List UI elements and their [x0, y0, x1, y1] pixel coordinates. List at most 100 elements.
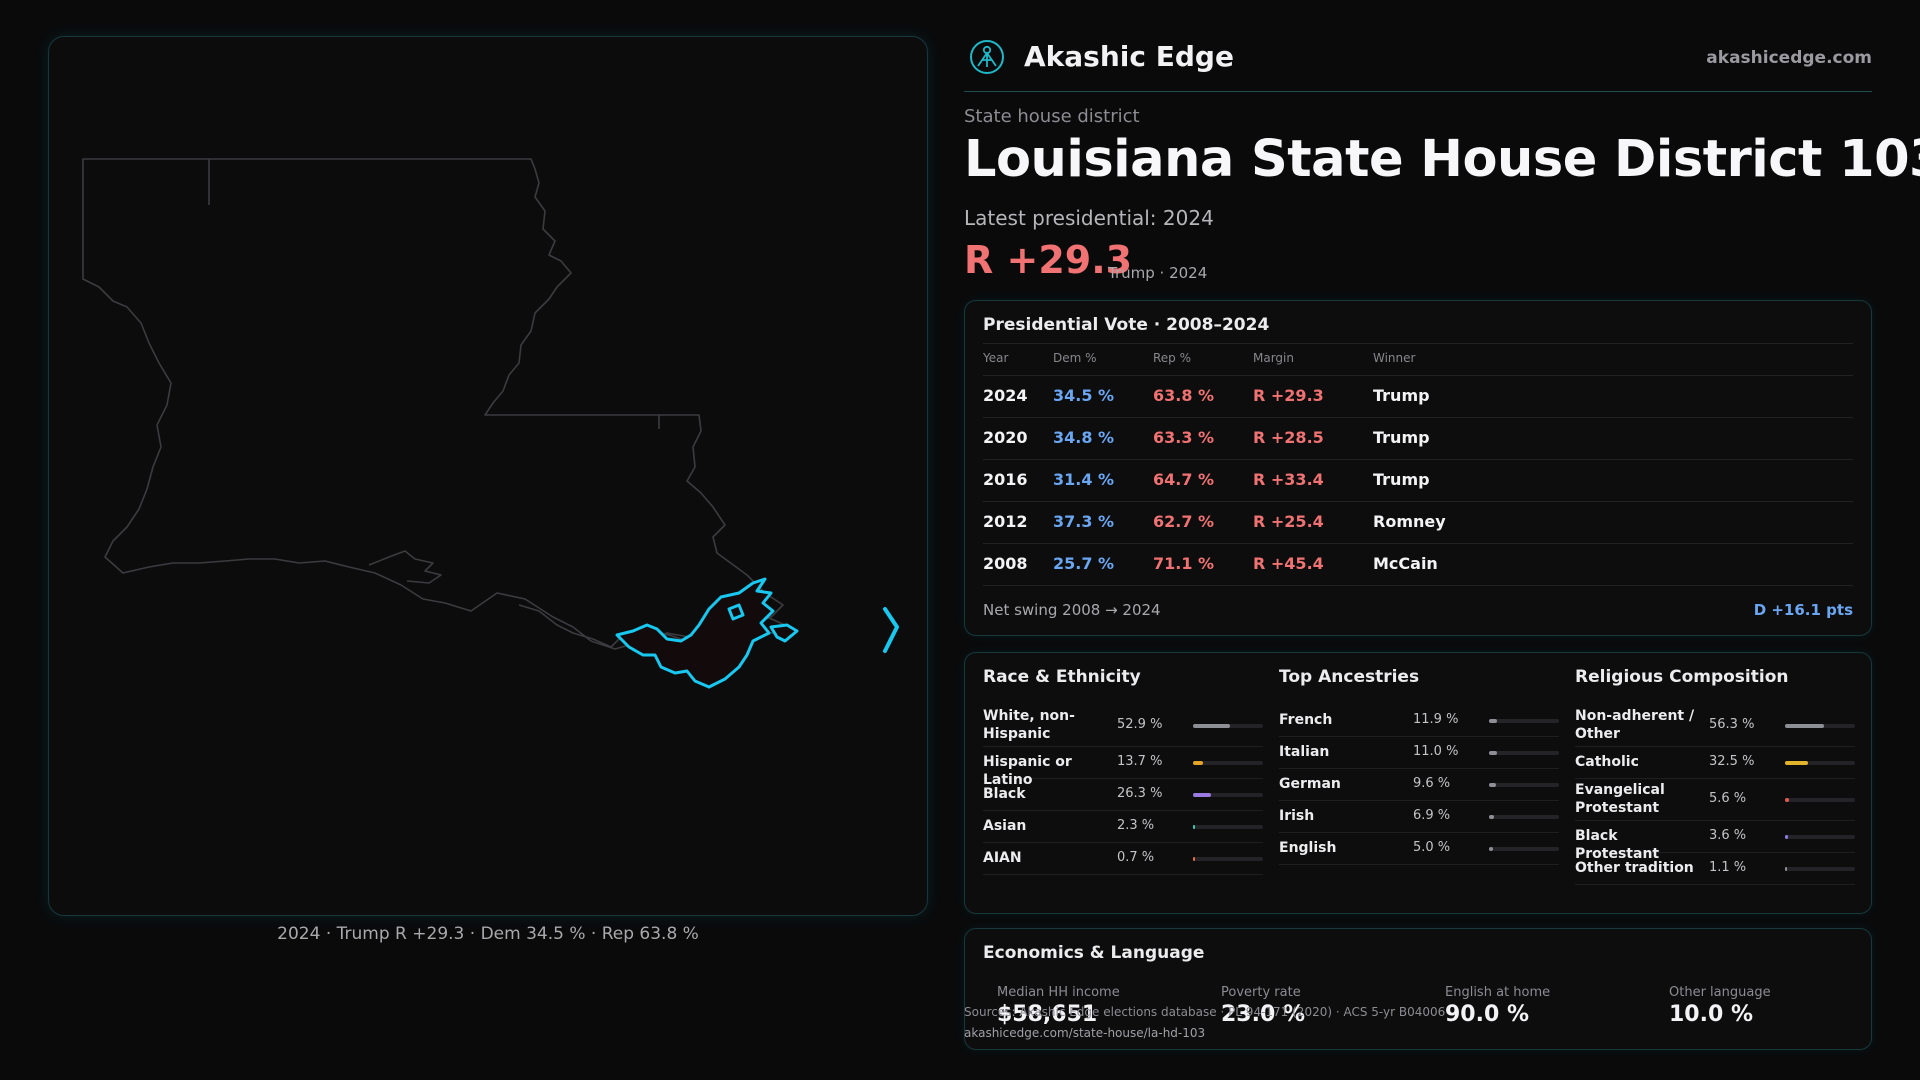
row-value: 13.7 %: [1117, 754, 1163, 769]
row-label: Hispanic or Latino: [983, 754, 1072, 788]
net-swing-label: Net swing 2008 → 2024: [983, 601, 1161, 619]
row-bar-track: [1193, 793, 1263, 797]
brand-name[interactable]: Akashic Edge: [1024, 40, 1234, 73]
net-swing-value: D +16.1 pts: [1753, 601, 1853, 619]
row-value: 3.6 %: [1709, 828, 1747, 843]
row-bar-track: [1489, 815, 1559, 819]
akashic-logo-icon[interactable]: [968, 38, 1006, 76]
row-rep: 63.3 %: [1153, 428, 1215, 447]
site-header: Akashic Edge akashicedge.com: [964, 36, 1872, 92]
row-bar-fill: [1193, 793, 1212, 797]
col-year: Year: [983, 351, 1009, 365]
district-highlight[interactable]: [615, 577, 799, 689]
religion-row: Evangelical Protestant 5.6 %: [1575, 779, 1855, 821]
row-dem: 34.5 %: [1053, 386, 1115, 405]
row-label: German: [1279, 776, 1341, 792]
row-dem: 31.4 %: [1053, 470, 1115, 489]
row-label: Asian: [983, 818, 1027, 834]
district-kind: State house district: [964, 106, 1140, 127]
site-link[interactable]: akashicedge.com: [1706, 48, 1872, 68]
religion-section: Religious Composition Non-adherent / Oth…: [1575, 653, 1855, 915]
ancestry-row: Italian 11.0 %: [1279, 737, 1559, 769]
ancestry-row: English 5.0 %: [1279, 833, 1559, 865]
stat-label: Median HH income: [997, 985, 1120, 1000]
row-label: Black Protestant: [1575, 828, 1660, 862]
latest-presidential-label: Latest presidential: 2024: [964, 206, 1214, 230]
religion-title: Religious Composition: [1575, 667, 1789, 687]
col-margin: Margin: [1253, 351, 1294, 365]
state-map[interactable]: [49, 37, 929, 917]
row-bar-fill: [1489, 847, 1493, 851]
row-value: 5.0 %: [1413, 840, 1451, 855]
row-value: 6.9 %: [1413, 808, 1451, 823]
religion-row: Non-adherent / Other 56.3 %: [1575, 705, 1855, 747]
row-year: 2020: [983, 428, 1028, 447]
race-row: Hispanic or Latino 13.7 %: [983, 747, 1263, 788]
row-winner: Trump: [1373, 386, 1430, 405]
row-bar-track: [1489, 847, 1559, 851]
row-margin: R +45.4: [1253, 554, 1324, 573]
stat-label: Other language: [1669, 985, 1771, 1000]
table-row: 2016 31.4 % 64.7 % R +33.4 Trump: [983, 459, 1853, 501]
row-year: 2024: [983, 386, 1028, 405]
ancestry-row: French 11.9 %: [1279, 705, 1559, 737]
row-year: 2012: [983, 512, 1028, 531]
stat-value: $58,651: [997, 1002, 1098, 1027]
row-value: 11.9 %: [1413, 712, 1459, 727]
source-url[interactable]: akashicedge.com/state-house/la-hd-103: [964, 1026, 1206, 1040]
row-margin: R +33.4: [1253, 470, 1324, 489]
row-label: White, non-Hispanic: [983, 708, 1075, 742]
row-winner: Romney: [1373, 512, 1446, 531]
row-dem: 37.3 %: [1053, 512, 1115, 531]
row-rep: 63.8 %: [1153, 386, 1215, 405]
row-year: 2016: [983, 470, 1028, 489]
stat-label: English at home: [1445, 985, 1551, 1000]
row-bar-track: [1193, 825, 1263, 829]
row-bar-fill: [1193, 724, 1231, 728]
row-value: 9.6 %: [1413, 776, 1451, 791]
table-row: 2024 34.5 % 63.8 % R +29.3 Trump: [983, 375, 1853, 417]
row-bar-track: [1785, 835, 1855, 839]
stat-other-language: Other language 10.0 %: [1669, 985, 1889, 1027]
stat-value: 10.0 %: [1669, 1002, 1753, 1027]
table-row: 2012 37.3 % 62.7 % R +25.4 Romney: [983, 501, 1853, 543]
row-bar-track: [1193, 857, 1263, 861]
race-row: White, non-Hispanic 52.9 %: [983, 705, 1263, 747]
col-dem: Dem %: [1053, 351, 1097, 365]
latest-margin-sub: Trump · 2024: [1108, 264, 1208, 282]
row-label: AIAN: [983, 850, 1022, 866]
map-panel[interactable]: [48, 36, 928, 916]
stat-value: 90.0 %: [1445, 1002, 1529, 1027]
economics-card: Economics & Language Median HH income $5…: [964, 928, 1872, 1050]
row-winner: Trump: [1373, 470, 1430, 489]
race-row: AIAN 0.7 %: [983, 843, 1263, 875]
stat-label: Poverty rate: [1221, 985, 1301, 1000]
row-bar-track: [1785, 761, 1855, 765]
row-value: 56.3 %: [1709, 717, 1755, 732]
row-bar-fill: [1489, 783, 1496, 787]
row-rep: 64.7 %: [1153, 470, 1215, 489]
state-outline: [82, 158, 784, 658]
stat-median-income: Median HH income $58,651: [997, 985, 1217, 1027]
row-bar-fill: [1785, 724, 1825, 728]
row-bar-track: [1489, 719, 1559, 723]
row-margin: R +25.4: [1253, 512, 1324, 531]
row-bar-fill: [1785, 867, 1787, 871]
row-bar-track: [1489, 751, 1559, 755]
row-year: 2008: [983, 554, 1028, 573]
row-label: Irish: [1279, 808, 1315, 824]
col-winner: Winner: [1373, 351, 1416, 365]
sources-note: Sources: Akashic Edge elections database…: [964, 1005, 1446, 1019]
map-caption: 2024 · Trump R +29.3 · Dem 34.5 % · Rep …: [277, 924, 699, 944]
latest-margin: R +29.3: [964, 238, 1133, 282]
divider: [983, 343, 1853, 344]
row-bar-track: [1785, 724, 1855, 728]
row-rep: 71.1 %: [1153, 554, 1215, 573]
row-dem: 34.8 %: [1053, 428, 1115, 447]
row-label: Black: [983, 786, 1026, 802]
religion-row: Other tradition 1.1 %: [1575, 853, 1855, 885]
ancestry-section: Top Ancestries French 11.9 % Italian 11.0 %…: [1279, 653, 1559, 915]
row-label: Non-adherent / Other: [1575, 708, 1695, 742]
row-bar-fill: [1489, 815, 1494, 819]
economics-title: Economics & Language: [983, 943, 1205, 963]
